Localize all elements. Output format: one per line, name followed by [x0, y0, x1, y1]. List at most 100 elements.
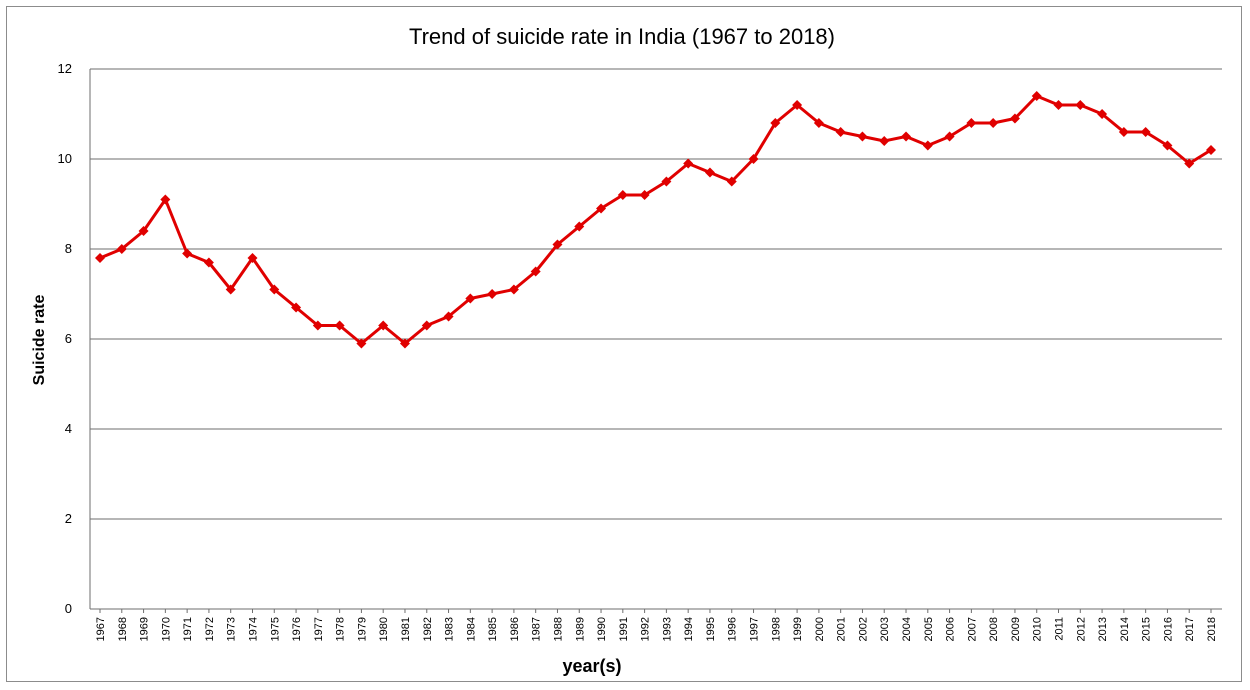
- x-tick-label: 2003: [879, 617, 891, 641]
- x-tick-label: 1974: [247, 617, 259, 641]
- data-point-marker: [247, 253, 258, 263]
- data-point-marker: [835, 127, 846, 137]
- x-tick-label: 1999: [792, 617, 804, 641]
- data-point-marker: [988, 118, 999, 128]
- data-point-marker: [508, 284, 519, 295]
- data-point-marker: [944, 131, 955, 142]
- data-point-marker: [879, 136, 890, 146]
- x-tick-label: 1976: [291, 617, 303, 641]
- x-tick-label: 1967: [95, 617, 107, 641]
- data-point-marker: [138, 226, 149, 236]
- x-tick-label: 2010: [1032, 617, 1044, 641]
- data-point-marker: [269, 284, 280, 295]
- x-tick-label: 1992: [640, 617, 652, 641]
- data-point-marker: [1206, 145, 1216, 155]
- data-point-marker: [203, 257, 214, 268]
- x-tick-label: 1994: [683, 617, 695, 641]
- x-tick-labels: 1967 1968 1969 1970 1971 1972 1973 1974 1975 1976…: [95, 609, 1218, 641]
- data-point-marker: [661, 176, 672, 187]
- data-point-marker: [596, 203, 607, 214]
- data-point-marker: [726, 176, 737, 187]
- data-series: [95, 91, 1216, 349]
- data-point-marker: [1118, 127, 1129, 137]
- data-point-marker: [312, 320, 323, 331]
- x-tick-label: 2004: [901, 617, 913, 641]
- data-point-marker: [116, 244, 127, 254]
- x-tick-label: 2000: [814, 617, 826, 641]
- series-line: [99, 94, 1212, 345]
- data-point-marker: [334, 320, 345, 331]
- x-tick-label: 1986: [509, 617, 521, 641]
- x-tick-label: 2018: [1206, 617, 1218, 641]
- x-tick-label: 2012: [1075, 617, 1087, 641]
- x-tick-label: 1968: [117, 617, 129, 641]
- data-point-marker: [813, 118, 824, 128]
- x-tick-label: 1977: [313, 617, 325, 641]
- data-point-marker: [792, 100, 803, 110]
- data-point-marker: [421, 320, 432, 331]
- data-point-marker: [1097, 109, 1108, 119]
- x-tick-label: 2013: [1097, 617, 1109, 641]
- data-point-marker: [378, 320, 389, 331]
- chart-title: Trend of suicide rate in India (1967 to …: [409, 24, 835, 49]
- x-tick-label: 1989: [574, 617, 586, 641]
- data-point-marker: [1053, 100, 1064, 110]
- y-tick-label: 8: [65, 241, 72, 256]
- data-point-marker: [966, 118, 977, 128]
- y-tick-label: 10: [58, 151, 72, 166]
- x-tick-label: 2017: [1184, 617, 1196, 641]
- x-tick-label: 2001: [836, 617, 848, 641]
- data-point-marker: [225, 284, 236, 295]
- data-point-marker: [356, 338, 367, 349]
- gridlines: [90, 68, 1222, 520]
- x-tick-label: 2006: [945, 617, 957, 641]
- y-axis-label: Suicide rate: [31, 295, 48, 386]
- x-tick-label: 2011: [1054, 617, 1066, 641]
- data-point-marker: [748, 154, 759, 164]
- data-point-marker: [95, 253, 105, 263]
- x-tick-label: 1987: [531, 617, 543, 641]
- x-tick-label: 1983: [444, 617, 456, 641]
- y-tick-label: 0: [65, 601, 72, 616]
- y-tick-label: 2: [65, 511, 72, 526]
- x-tick-label: 1982: [422, 617, 434, 641]
- x-tick-label: 1981: [400, 617, 412, 641]
- data-point-marker: [487, 289, 498, 299]
- x-tick-label: 2015: [1141, 617, 1153, 641]
- data-point-marker: [1075, 100, 1086, 110]
- data-point-marker: [1009, 113, 1020, 124]
- data-point-marker: [1140, 127, 1151, 137]
- data-point-marker: [574, 221, 585, 232]
- x-tick-label: 1969: [139, 617, 151, 641]
- x-tick-label: 2002: [857, 617, 869, 641]
- x-tick-label: 1998: [770, 617, 782, 641]
- x-tick-label: 2005: [923, 617, 935, 641]
- data-point-marker: [160, 194, 171, 205]
- data-point-marker: [552, 239, 563, 250]
- x-tick-label: 2008: [988, 617, 1000, 641]
- data-point-marker: [1031, 91, 1042, 101]
- data-point-marker: [443, 311, 454, 322]
- axes: [89, 69, 1222, 610]
- x-tick-label: 1990: [596, 617, 608, 641]
- data-point-marker: [530, 266, 541, 277]
- data-point-marker: [901, 131, 912, 142]
- data-point-marker: [922, 140, 933, 151]
- data-point-marker: [639, 190, 650, 200]
- x-tick-label: 2014: [1119, 617, 1131, 641]
- data-point-marker: [465, 293, 476, 304]
- x-tick-label: 1993: [661, 617, 673, 641]
- x-tick-label: 1980: [378, 617, 390, 641]
- data-point-marker: [857, 131, 868, 142]
- x-axis-label: year(s): [562, 656, 621, 676]
- y-tick-label: 4: [65, 421, 72, 436]
- x-tick-label: 2007: [966, 617, 978, 641]
- x-tick-label: 1996: [727, 617, 739, 641]
- x-tick-label: 1972: [204, 617, 216, 641]
- x-tick-label: 1978: [335, 617, 347, 641]
- data-point-marker: [770, 118, 781, 128]
- y-tick-labels: 0 2 4 6 8 10 12: [58, 61, 72, 616]
- x-tick-label: 1979: [356, 617, 368, 641]
- x-tick-label: 1991: [618, 617, 630, 641]
